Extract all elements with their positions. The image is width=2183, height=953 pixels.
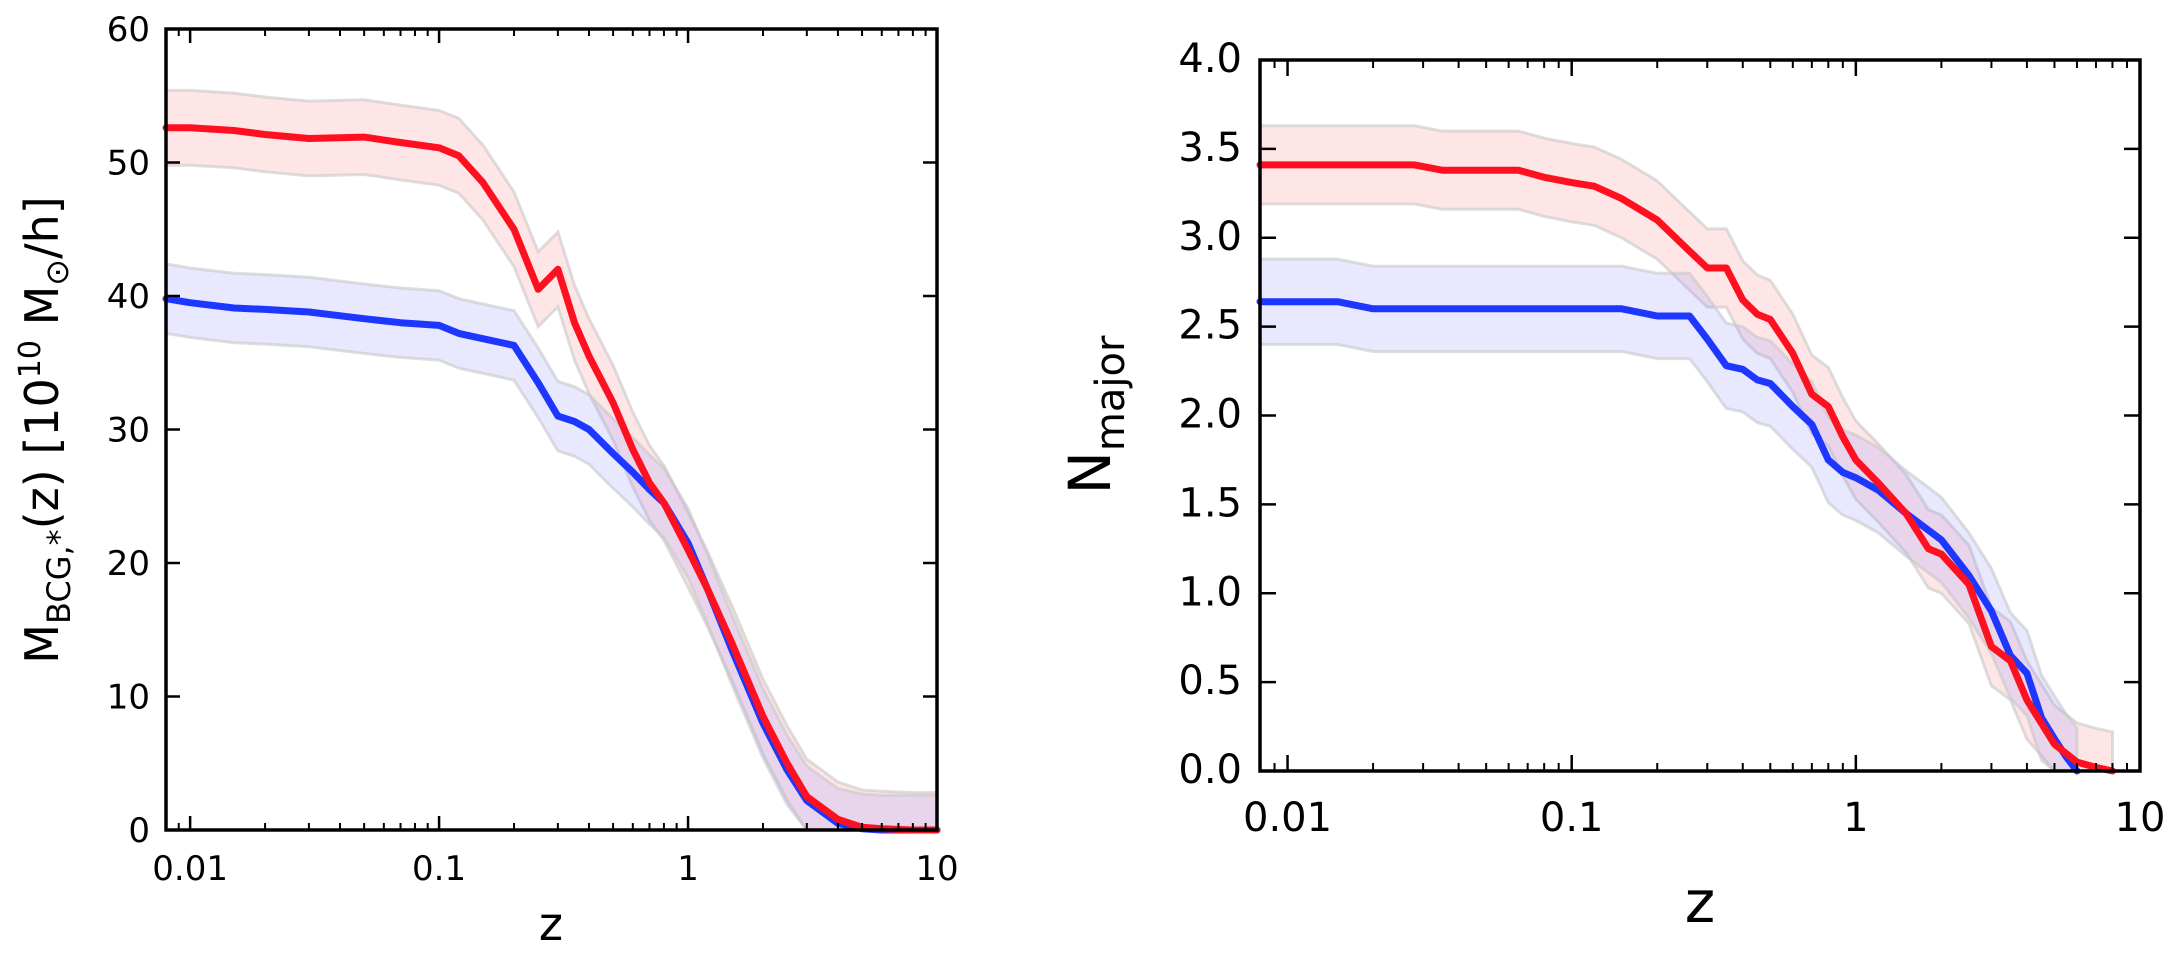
y-label-unit: M — [15, 286, 69, 340]
y-tick-label: 20 — [107, 544, 150, 584]
y-axis-label: Nmajor — [1056, 335, 1134, 494]
y-label-mid: (z) [10 — [15, 378, 69, 529]
y-label-main: N — [1056, 451, 1124, 494]
tick-labels: 0.01 0.1 1 10 0 10 20 30 40 50 60 — [107, 10, 959, 889]
major-mergers-chart: 0.01 0.1 1 100.00.51.01.52.02.53.03.54.0 z … — [1056, 36, 2165, 936]
series-lines — [162, 124, 941, 834]
axis-ticks — [165, 27, 939, 832]
tick-labels: 0.01 0.1 1 10 0.0 0.5 1.0 1.5 2.0 2.5 3.0 3.5 4.0 — [1178, 36, 2165, 841]
y-tick-label: 0.0 — [1178, 747, 1242, 793]
error-bands — [1258, 124, 2114, 773]
x-axis-label: z — [539, 897, 563, 951]
y-label-subscript: BCG,* — [40, 529, 78, 624]
x-tick-label: 0.01 — [1243, 795, 1332, 841]
y-tick-label: 1.5 — [1178, 480, 1242, 526]
y-axis-label: MBCG,*(z) [1010 M⊙/h] — [13, 196, 78, 663]
error-bands — [164, 88, 939, 832]
y-tick-label: 2.0 — [1178, 392, 1242, 438]
y-tick-label: 0.5 — [1178, 658, 1242, 704]
error-band-red — [164, 88, 939, 832]
y-tick-label: 1.0 — [1178, 569, 1242, 615]
x-tick-label: 1 — [1843, 795, 1868, 841]
series-lines — [1256, 161, 2116, 775]
y-label-main: M — [15, 624, 69, 664]
y-tick-label: 40 — [107, 277, 150, 317]
y-tick-label: 30 — [107, 411, 150, 451]
y-tick-label: 3.0 — [1178, 214, 1242, 260]
line-red — [1256, 161, 2116, 775]
error-band-blue — [164, 262, 939, 832]
x-tick-label: 1 — [677, 849, 699, 889]
y-label-subscript: major — [1088, 335, 1134, 451]
error-band-red — [1258, 124, 2114, 773]
y-tick-label: 3.5 — [1178, 125, 1242, 171]
y-tick-label: 0 — [128, 811, 150, 851]
line-red — [162, 124, 941, 834]
y-tick-label: 50 — [107, 144, 150, 184]
error-band-blue — [1258, 257, 2079, 773]
axis-ticks — [1259, 58, 2142, 773]
x-tick-label: 0.01 — [152, 849, 228, 889]
line-blue — [1256, 298, 2081, 775]
y-tick-label: 10 — [107, 678, 150, 718]
x-tick-label: 10 — [915, 849, 958, 889]
y-label-tail: /h] — [15, 196, 69, 259]
x-tick-label: 10 — [2115, 795, 2166, 841]
y-label-superscript: 10 — [13, 340, 48, 378]
x-axis-label: z — [1685, 868, 1715, 936]
y-tick-label: 2.5 — [1178, 303, 1242, 349]
x-tick-label: 0.1 — [412, 849, 466, 889]
y-label-sun-symbol: ⊙ — [38, 259, 76, 286]
y-tick-label: 60 — [107, 10, 150, 50]
y-tick-label: 4.0 — [1178, 36, 1242, 82]
x-tick-label: 0.1 — [1540, 795, 1604, 841]
